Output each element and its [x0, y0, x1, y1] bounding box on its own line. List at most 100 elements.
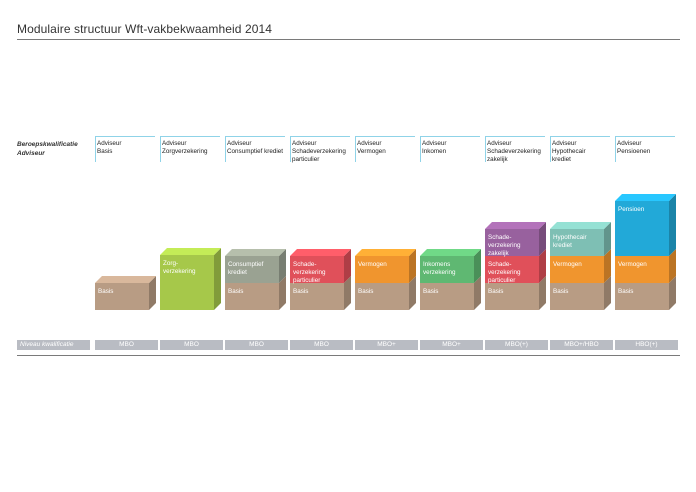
level-cell-text: HBO(+) [635, 341, 658, 348]
block-shape [225, 249, 286, 283]
block-label: Basis [98, 288, 114, 295]
column-header-divider [420, 136, 421, 162]
block-side-face [344, 249, 351, 283]
block-shape [485, 222, 546, 256]
level-cell: MBO(+) [485, 340, 548, 350]
block-shape [485, 249, 546, 283]
block-side-face [539, 249, 546, 283]
module-block-basis: Basis [95, 276, 156, 310]
module-block-basis: Basis [615, 276, 676, 310]
block-front-face [485, 283, 539, 310]
column-header-text: Adviseur Schadeverzekering zakelijk [487, 140, 541, 163]
column-header-text: Adviseur Pensioenen [617, 140, 651, 155]
module-block-schade-zakelijk: Schade- verzekering zakelijk [485, 222, 546, 257]
column-header-line [550, 136, 610, 137]
module-block-basis: Basis [290, 276, 351, 310]
block-side-face [539, 222, 546, 256]
column-header-line [225, 136, 285, 137]
row-label-qualification: Beroepskwalificatie [17, 141, 78, 148]
block-side-face [409, 249, 416, 283]
block-shape [550, 249, 611, 283]
column-header-text: Adviseur Schadeverzekering particulier [292, 140, 346, 163]
block-shape [615, 194, 676, 256]
block-label: Zorg- verzekering [163, 260, 196, 275]
column-header-line [355, 136, 415, 137]
column-header-divider [485, 136, 486, 162]
block-front-face [225, 283, 279, 310]
block-label: Schade- verzekering particulier [488, 261, 521, 284]
block-side-face [539, 276, 546, 310]
block-top-face [95, 276, 156, 283]
block-front-face [615, 201, 669, 256]
block-side-face [149, 276, 156, 310]
level-cell: MBO [95, 340, 158, 350]
block-side-face [279, 276, 286, 310]
block-shape [290, 249, 351, 283]
level-cell-text: MBO [314, 341, 329, 348]
column-header-line [485, 136, 545, 137]
column-header: Adviseur Vermogen [355, 136, 415, 162]
block-shape [355, 249, 416, 283]
block-side-face [604, 276, 611, 310]
column-header-text: Adviseur Vermogen [357, 140, 386, 155]
column-header: Adviseur Pensioenen [615, 136, 675, 162]
block-side-face [279, 249, 286, 283]
title-divider [17, 39, 680, 40]
module-block-basis: Basis [485, 276, 546, 310]
column-header-line [615, 136, 675, 137]
column-header-divider [355, 136, 356, 162]
block-front-face [420, 283, 474, 310]
block-top-face [550, 222, 611, 229]
block-label: Schade- verzekering zakelijk [488, 234, 521, 257]
column-header-divider [95, 136, 96, 162]
module-block-consumptief: Consumptief krediet [225, 249, 286, 283]
column-header: Adviseur Schadeverzekering zakelijk [485, 136, 545, 163]
level-row-label-text: Niveau kwalificatie [20, 341, 74, 348]
block-label: Consumptief krediet [228, 261, 264, 276]
block-label: Basis [358, 288, 374, 295]
module-block-zorg: Zorg- verzekering [160, 248, 221, 310]
column-header-text: Adviseur Hypothecair krediet [552, 140, 586, 163]
column-header-line [290, 136, 350, 137]
level-cell: MBO+ [420, 340, 483, 350]
level-row-label: Niveau kwalificatie [17, 340, 90, 350]
block-shape [355, 276, 416, 310]
module-block-inkomens: Inkomens verzekering [420, 249, 481, 283]
block-front-face [550, 256, 604, 283]
column-header: Adviseur Inkomen [420, 136, 480, 162]
column-header-line [95, 136, 155, 137]
block-side-face [669, 276, 676, 310]
block-shape [290, 276, 351, 310]
column-header-line [160, 136, 220, 137]
level-cell: MBO [225, 340, 288, 350]
block-shape [615, 276, 676, 310]
block-top-face [225, 249, 286, 256]
block-shape [420, 276, 481, 310]
block-shape [615, 249, 676, 283]
block-label: Basis [488, 288, 504, 295]
block-front-face [485, 229, 539, 256]
column-header-divider [160, 136, 161, 162]
module-block-basis: Basis [355, 276, 416, 310]
bottom-divider [17, 355, 680, 356]
block-label: Vermogen [553, 261, 582, 268]
page-title: Modulaire structuur Wft-vakbekwaamheid 2… [17, 22, 273, 36]
level-cell: MBO+/HBO [550, 340, 613, 350]
block-label: Basis [618, 288, 634, 295]
block-shape [95, 276, 156, 310]
module-block-vermogen: Vermogen [615, 249, 676, 283]
block-label: Basis [553, 288, 569, 295]
block-front-face [615, 256, 669, 283]
block-label: Inkomens verzekering [423, 261, 456, 276]
level-cell: MBO+ [355, 340, 418, 350]
block-side-face [474, 249, 481, 283]
block-front-face [160, 255, 214, 310]
row-label-advisor: Adviseur [17, 150, 45, 157]
block-label: Vermogen [618, 261, 647, 268]
module-block-schade: Schade- verzekering particulier [290, 249, 351, 284]
column-header: Adviseur Consumptief krediet [225, 136, 285, 162]
block-top-face [290, 249, 351, 256]
block-shape [160, 248, 221, 310]
block-shape [225, 276, 286, 310]
block-label: Basis [423, 288, 439, 295]
